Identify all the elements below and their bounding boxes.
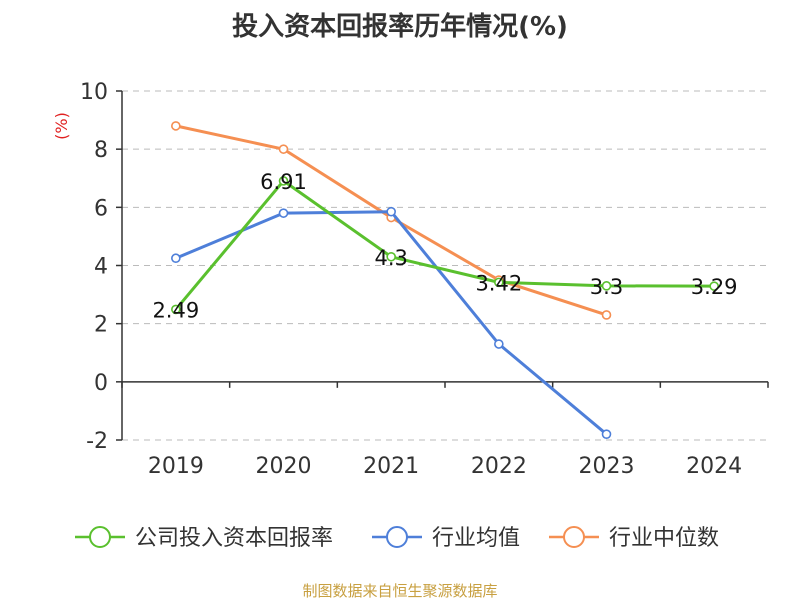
data-point: [171, 121, 181, 131]
data-point: [601, 310, 612, 320]
data-point: [494, 277, 504, 288]
data-label: 6.91: [260, 170, 307, 194]
data-label: 4.3: [374, 246, 407, 270]
data-point: [601, 281, 612, 291]
x-tick-label: 2024: [686, 454, 742, 479]
x-tick-label: 2023: [579, 454, 635, 479]
legend-item-2[interactable]: 行业中位数: [549, 526, 719, 551]
legend-item-1[interactable]: 行业均值: [372, 526, 520, 551]
legend-marker: [386, 526, 408, 548]
legend-label: 行业中位数: [609, 526, 719, 551]
y-tick-label: 0: [94, 371, 108, 396]
data-point: [386, 206, 396, 217]
y-tick-label: 6: [94, 196, 108, 221]
y-tick-label: -2: [86, 429, 108, 454]
data-label: 3.29: [691, 275, 738, 299]
x-tick-label: 2020: [256, 454, 312, 479]
data-point: [601, 429, 612, 439]
data-point: [278, 144, 289, 154]
x-tick-label: 2021: [363, 454, 419, 479]
legend-item-0[interactable]: 公司投入资本回报率: [75, 526, 333, 551]
legend-marker: [89, 526, 111, 548]
chart-title: 投入资本回报率历年情况(%): [232, 12, 568, 42]
data-point: [278, 176, 289, 186]
y-tick-label: 10: [80, 80, 108, 105]
series-line-0: [174, 179, 715, 311]
y-axis-unit-label: (%): [52, 112, 71, 140]
source-note: 制图数据来自恒生聚源数据库: [302, 582, 498, 600]
y-tick-label: 8: [94, 138, 108, 163]
data-point: [278, 208, 289, 218]
data-label: 3.42: [475, 271, 522, 295]
data-label: 2.49: [152, 298, 199, 322]
data-point: [386, 251, 396, 262]
legend-marker: [563, 526, 585, 548]
data-point: [709, 281, 719, 291]
data-point: [171, 253, 181, 264]
data-point: [171, 304, 181, 315]
legend-label: 行业均值: [432, 526, 520, 551]
data-label: 3.3: [590, 275, 623, 299]
legend-label: 公司投入资本回报率: [135, 526, 333, 551]
data-point: [494, 339, 504, 349]
x-tick-label: 2019: [148, 454, 204, 479]
y-tick-label: 4: [94, 255, 108, 280]
y-tick-label: 2: [94, 313, 108, 338]
x-tick-label: 2022: [471, 454, 527, 479]
